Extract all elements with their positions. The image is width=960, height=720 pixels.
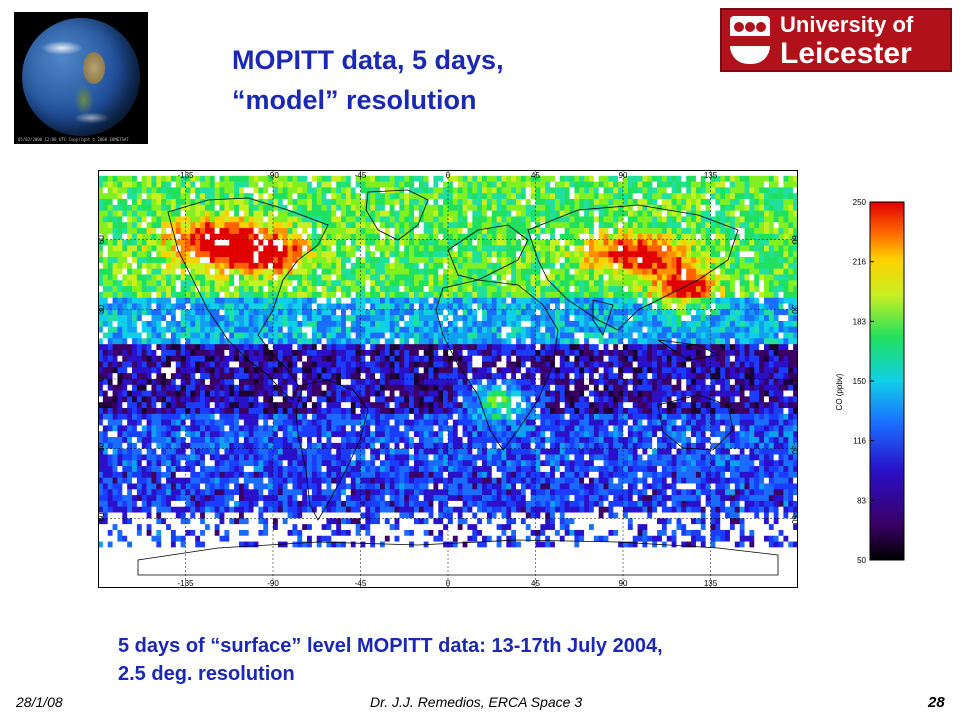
slide-title: MOPITT data, 5 days, “model” resolution bbox=[232, 40, 504, 120]
university-shield-icon bbox=[730, 16, 770, 64]
lat-tick-label: 30 bbox=[790, 305, 798, 314]
lat-tick-label: 60 bbox=[790, 235, 798, 244]
lat-tick-label: 60 bbox=[98, 235, 106, 244]
lon-tick-label: 45 bbox=[531, 171, 540, 180]
slide-caption-line-2: 2.5 deg. resolution bbox=[118, 663, 295, 685]
colorbar: 250 216 183 150 116 83 50 CO (ppbv) bbox=[826, 192, 906, 572]
colorbar-tick-label: 83 bbox=[857, 496, 866, 505]
colorbar-gradient bbox=[869, 201, 905, 561]
lon-tick-label: 0 bbox=[446, 171, 451, 180]
lon-tick-label: 45 bbox=[531, 579, 540, 588]
earth-globe-image: 05/02/2000 12:00 UTC Copyright © 2000 EU… bbox=[14, 12, 148, 144]
logo-line-1: University of bbox=[780, 12, 914, 37]
lat-tick-label: -60 bbox=[98, 512, 106, 524]
earth-globe-graphic bbox=[22, 18, 140, 136]
continent-outlines bbox=[137, 189, 779, 576]
slide-caption: 5 days of “surface” level MOPITT data: 1… bbox=[118, 632, 663, 688]
colorbar-svg: 250 216 183 150 116 83 50 CO (ppbv) bbox=[835, 198, 905, 565]
map-grid bbox=[98, 170, 798, 588]
lat-tick-label: 0 bbox=[790, 377, 798, 382]
colorbar-tick-label: 183 bbox=[853, 317, 867, 326]
lon-tick-label: -90 bbox=[267, 579, 279, 588]
colorbar-tick-label: 150 bbox=[853, 377, 867, 386]
globe-caption: 05/02/2000 12:00 UTC Copyright © 2000 EU… bbox=[18, 137, 129, 142]
lon-tick-label: 90 bbox=[619, 579, 628, 588]
university-logo: University of Leicester bbox=[720, 8, 952, 72]
slide-caption-line-1: 5 days of “surface” level MOPITT data: 1… bbox=[118, 635, 663, 657]
lon-tick-label: -90 bbox=[267, 171, 279, 180]
lon-tick-label: 135 bbox=[704, 579, 718, 588]
lon-tick-label: -135 bbox=[177, 579, 194, 588]
lat-tick-label: 30 bbox=[98, 304, 106, 313]
footer-date: 28/1/08 bbox=[16, 694, 63, 710]
colorbar-tick-label: 216 bbox=[853, 258, 867, 267]
lat-tick-label: -30 bbox=[790, 443, 798, 455]
lat-tick-label: -60 bbox=[790, 513, 798, 525]
colorbar-tick-label: 116 bbox=[853, 437, 866, 446]
co-map-svg: -135 -135 -90 -90 -45 -45 0 0 45 45 90 90 135 135 60 60… bbox=[98, 170, 798, 588]
lon-tick-label: 135 bbox=[704, 171, 718, 180]
lon-tick-label: -45 bbox=[355, 171, 367, 180]
map-frame bbox=[98, 170, 798, 588]
colorbar-ticks: 250 216 183 150 116 83 50 bbox=[853, 198, 874, 565]
lat-tick-label: 0 bbox=[98, 376, 106, 381]
colorbar-tick-label: 50 bbox=[857, 556, 866, 565]
footer-author: Dr. J.J. Remedios, ERCA Space 3 bbox=[370, 694, 583, 710]
lon-tick-label: 0 bbox=[446, 579, 451, 588]
slide-title-line-1: MOPITT data, 5 days, bbox=[232, 45, 504, 75]
lon-tick-label: -45 bbox=[355, 579, 367, 588]
co-map: -135 -135 -90 -90 -45 -45 0 0 45 45 90 90 135 135 60 60… bbox=[98, 170, 798, 588]
lat-tick-label: -30 bbox=[98, 442, 106, 454]
lon-tick-label: 90 bbox=[619, 171, 628, 180]
colorbar-tick-label: 250 bbox=[853, 198, 867, 207]
page-number: 28 bbox=[928, 694, 945, 711]
map-tick-labels: -135 -135 -90 -90 -45 -45 0 0 45 45 90 90 135 135 60 60… bbox=[98, 171, 798, 588]
logo-line-2: Leicester bbox=[780, 37, 912, 70]
colorbar-label: CO (ppbv) bbox=[835, 373, 844, 410]
lon-tick-label: -135 bbox=[177, 171, 194, 180]
slide-title-line-2: “model” resolution bbox=[232, 85, 477, 115]
